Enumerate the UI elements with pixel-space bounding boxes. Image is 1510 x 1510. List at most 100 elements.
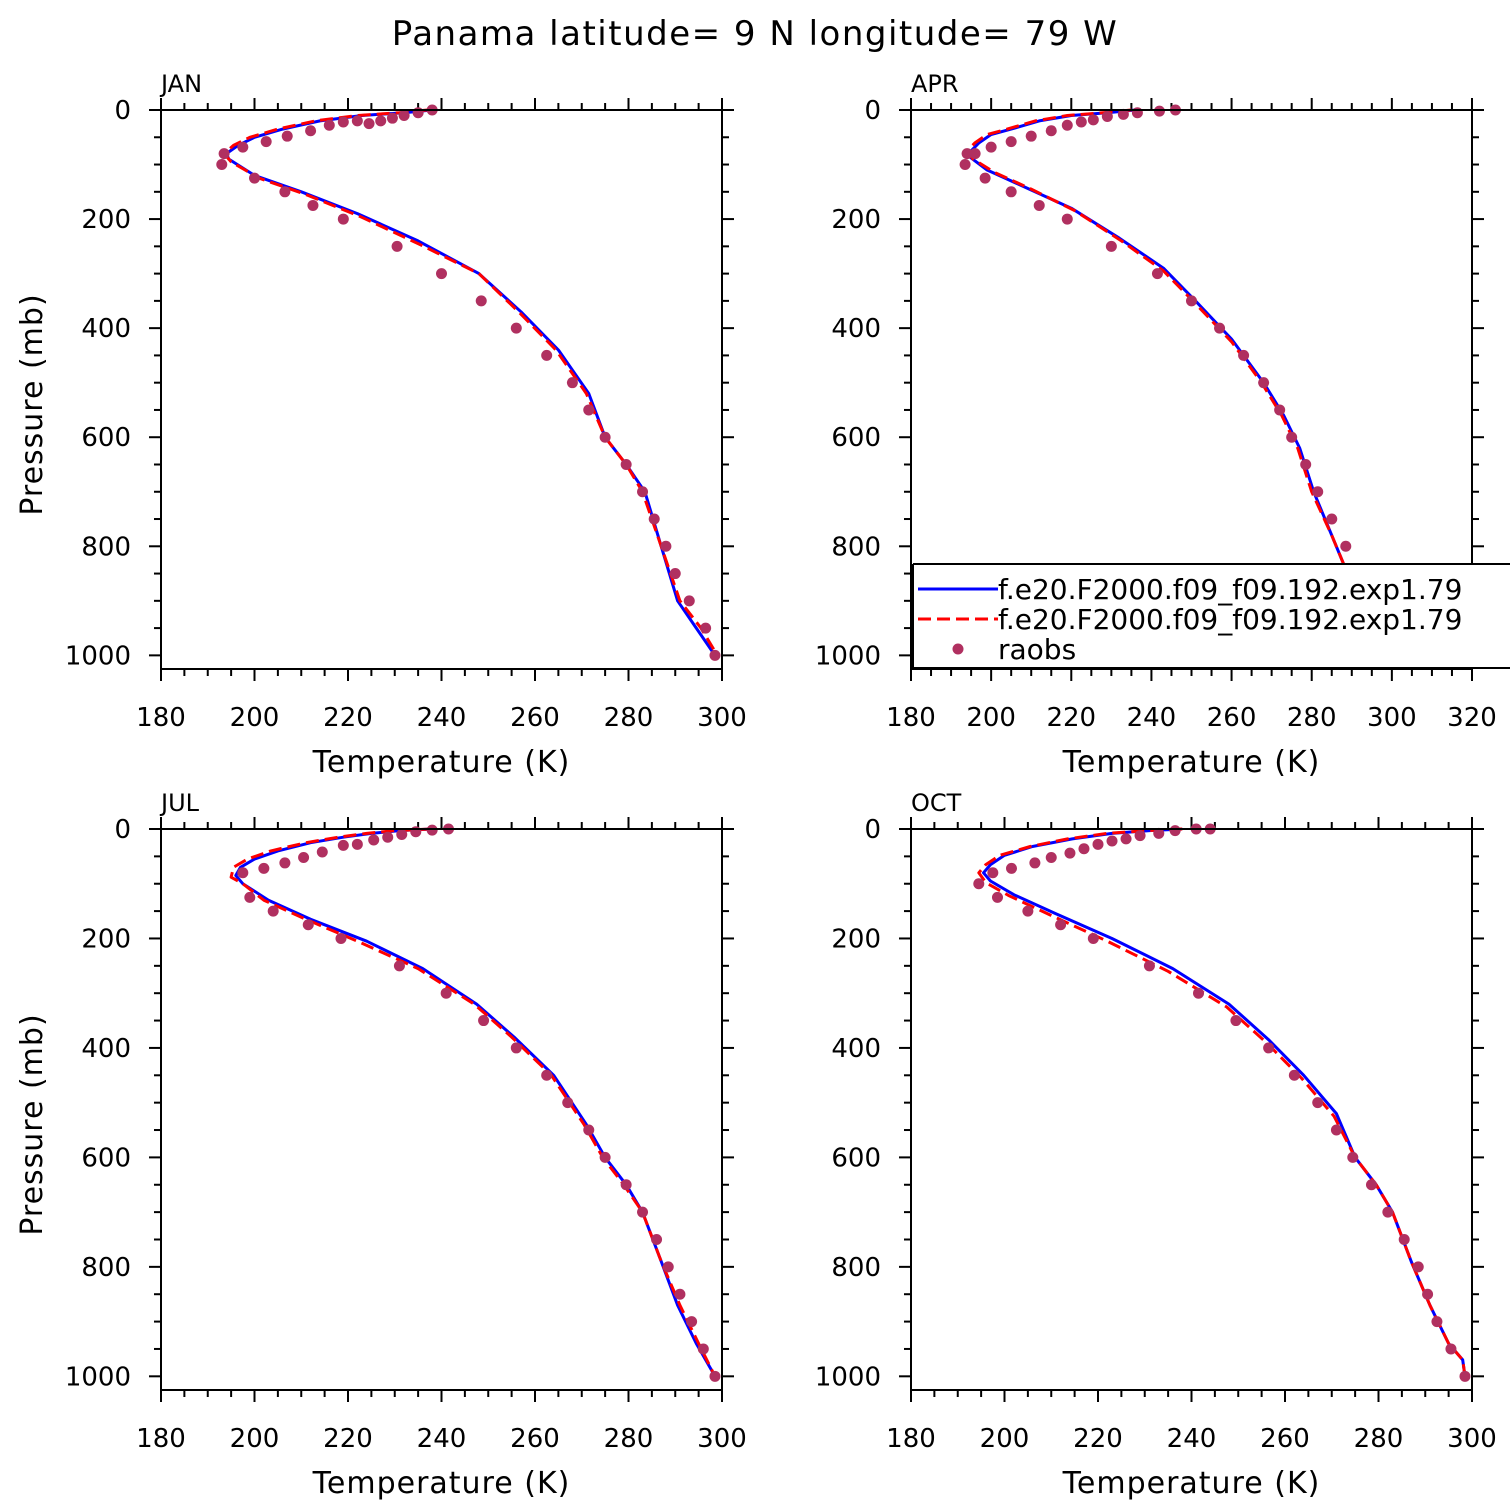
- y-axis-label: Pressure (mb): [15, 1013, 50, 1235]
- raobs-point: [1120, 833, 1132, 845]
- y-tick-label: 800: [831, 532, 881, 562]
- panel-label: APR: [911, 70, 959, 98]
- raobs-point: [1033, 199, 1045, 211]
- x-tick-label: 220: [1073, 1424, 1123, 1454]
- raobs-point: [1365, 1179, 1377, 1191]
- raobs-point: [1274, 404, 1286, 416]
- raobs-point: [410, 826, 422, 838]
- y-tick-label: 800: [81, 1253, 131, 1283]
- raobs-point: [979, 172, 991, 184]
- plot-area: [216, 104, 721, 661]
- raobs-point: [541, 1069, 553, 1081]
- raobs-point: [1445, 1343, 1457, 1355]
- x-tick-label: 280: [604, 1424, 654, 1454]
- raobs-point: [1064, 847, 1076, 859]
- y-tick-label: 600: [81, 1143, 131, 1173]
- raobs-point: [1459, 1370, 1471, 1382]
- raobs-point: [660, 540, 672, 552]
- raobs-point: [323, 119, 335, 131]
- x-tick-label: 240: [1167, 1424, 1217, 1454]
- raobs-point: [1214, 322, 1226, 334]
- raobs-point: [351, 838, 363, 850]
- raobs-point: [1263, 1042, 1275, 1054]
- raobs-point: [368, 834, 380, 846]
- raobs-point: [237, 141, 249, 153]
- raobs-point: [1312, 1097, 1324, 1109]
- panel-label: JUL: [159, 789, 200, 817]
- raobs-point: [1143, 960, 1155, 972]
- raobs-point: [237, 867, 249, 879]
- x-tick-label: 280: [1287, 703, 1337, 733]
- x-tick-label: 300: [697, 1424, 747, 1454]
- raobs-point: [1286, 431, 1298, 443]
- x-tick-label: 280: [604, 703, 654, 733]
- x-tick-label: 220: [1046, 703, 1096, 733]
- raobs-point: [279, 186, 291, 198]
- raobs-point: [1022, 905, 1034, 917]
- raobs-point: [985, 141, 997, 153]
- raobs-point: [1131, 107, 1143, 119]
- raobs-point: [1029, 857, 1041, 869]
- raobs-point: [1045, 851, 1057, 863]
- x-tick-label: 240: [1127, 703, 1177, 733]
- panel-label: OCT: [911, 789, 962, 817]
- raobs-point: [1169, 825, 1181, 837]
- raobs-point: [337, 116, 349, 128]
- raobs-point: [583, 1124, 595, 1136]
- y-tick-label: 400: [831, 1034, 881, 1064]
- raobs-point: [686, 1316, 698, 1328]
- raobs-point: [475, 295, 487, 307]
- raobs-point: [298, 851, 310, 863]
- raobs-point: [566, 377, 578, 389]
- panel-apr: APR 180 200 220 240 260 280 300 320 0 200 400 600 800…: [815, 70, 1510, 780]
- raobs-point: [651, 1233, 663, 1245]
- raobs-point: [337, 839, 349, 851]
- raobs-point: [351, 115, 363, 127]
- series-line-dashed: [977, 827, 1467, 1377]
- series-line-dashed: [965, 108, 1394, 657]
- raobs-point: [961, 148, 973, 160]
- y-tick-label: 1000: [815, 1362, 881, 1392]
- raobs-point: [662, 1261, 674, 1273]
- plot-frame: [160, 109, 723, 670]
- raobs-point: [1312, 486, 1324, 498]
- raobs-point: [648, 513, 660, 525]
- y-tick-label: 0: [864, 815, 881, 845]
- raobs-point: [1005, 136, 1017, 148]
- plot-area: [229, 823, 721, 1382]
- raobs-point: [973, 878, 985, 890]
- raobs-point: [959, 159, 971, 171]
- y-tick-label: 200: [81, 205, 131, 235]
- raobs-point: [1045, 125, 1057, 137]
- raobs-point: [1398, 1233, 1410, 1245]
- raobs-point: [700, 622, 712, 634]
- x-axis-label: Temperature (K): [312, 1466, 571, 1501]
- x-tick-label: 180: [136, 703, 186, 733]
- raobs-point: [386, 112, 398, 124]
- y-tick-label: 200: [81, 924, 131, 954]
- raobs-point: [305, 125, 317, 137]
- raobs-point: [709, 649, 721, 661]
- panel-jan: JAN 180 200 220 240 260 280 300 0 200 400 600 800 100…: [15, 70, 747, 780]
- panel-jul: JUL 180 200 220 240 260 280 300 0 200 400 600 800 100…: [15, 789, 747, 1501]
- raobs-point: [510, 322, 522, 334]
- raobs-point: [1092, 838, 1104, 850]
- raobs-point: [991, 891, 1003, 903]
- x-tick-label: 300: [697, 703, 747, 733]
- raobs-point: [1258, 377, 1270, 389]
- raobs-point: [396, 828, 408, 840]
- raobs-point: [1006, 862, 1018, 874]
- y-tick-label: 1000: [815, 641, 881, 671]
- raobs-point: [1431, 1316, 1443, 1328]
- raobs-point: [1153, 827, 1165, 839]
- raobs-point: [1061, 119, 1073, 131]
- series-line-dashed: [229, 827, 717, 1377]
- raobs-point: [398, 109, 410, 121]
- raobs-point: [267, 905, 279, 917]
- raobs-point: [258, 862, 270, 874]
- x-tick-label: 180: [136, 1424, 186, 1454]
- raobs-point: [637, 486, 649, 498]
- raobs-point: [969, 148, 981, 160]
- plot-frame: [160, 828, 723, 1391]
- y-tick-label: 600: [831, 423, 881, 453]
